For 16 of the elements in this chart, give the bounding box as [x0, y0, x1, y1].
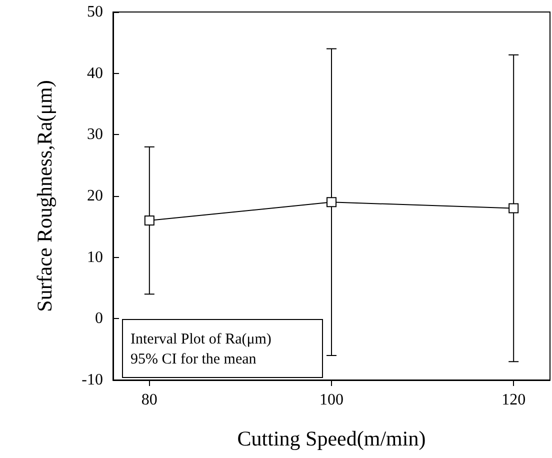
x-axis-title: Cutting Speed(m/min) [237, 426, 426, 450]
y-tick-label: 0 [95, 310, 103, 328]
point [508, 203, 519, 214]
x-tick-label: 100 [320, 392, 344, 408]
y-tick-label: 30 [87, 126, 103, 144]
y-tick-label: -10 [82, 372, 103, 388]
y-axis-title: Surface Roughness,Ra(μm) [32, 80, 56, 312]
annotation: Interval Plot of Ra(μm) 95% CI for the mean [130, 332, 272, 368]
y-tick-label: 10 [87, 248, 103, 266]
y-tick-label: 50 [87, 4, 103, 20]
point [144, 216, 154, 226]
y-tick-label: 40 [87, 64, 103, 82]
x-tick-label: 80 [141, 392, 158, 408]
point [326, 197, 336, 208]
y-tick-label: 20 [87, 188, 103, 204]
x-tick-label: 120 [502, 392, 526, 408]
